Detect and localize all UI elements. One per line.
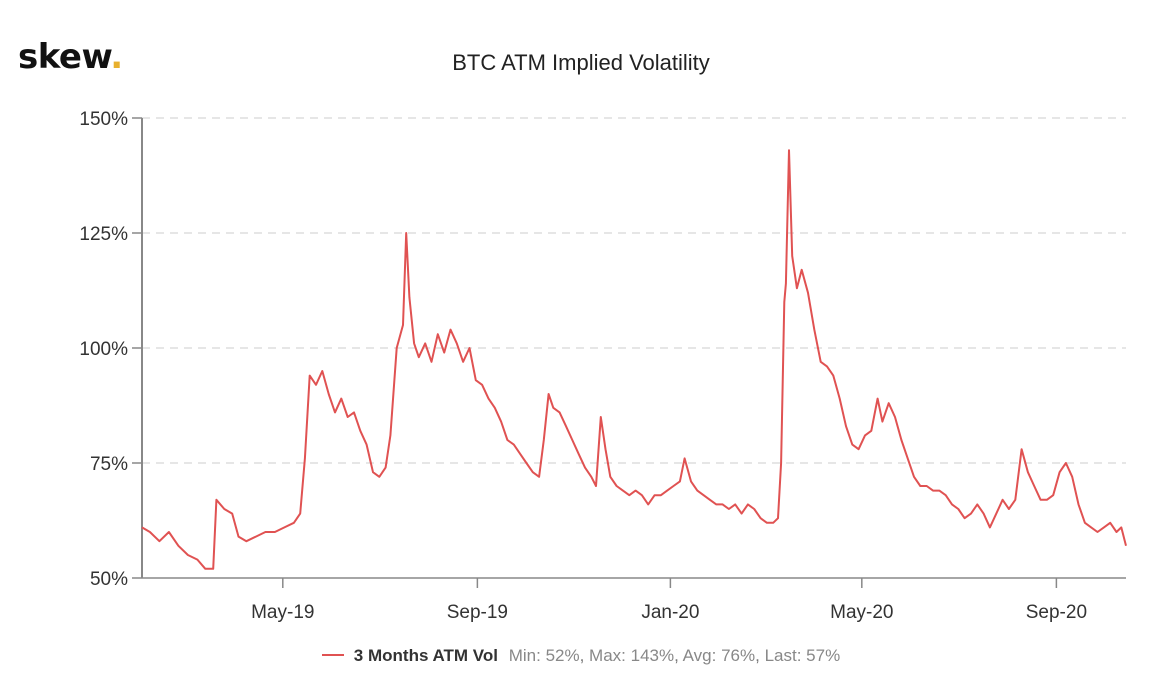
- x-tick-label: May-20: [830, 602, 893, 623]
- logo-dot: .: [110, 37, 123, 77]
- x-tick-label: Sep-20: [1026, 602, 1087, 623]
- y-tick-label: 125%: [79, 224, 128, 245]
- legend-last-value: 57%: [806, 646, 841, 665]
- series-line-3m-atm-vol[interactable]: [141, 149, 1127, 570]
- grid-lines: [142, 117, 1126, 464]
- legend-min-label: Min:: [508, 646, 541, 665]
- y-tick-label: 100%: [79, 339, 128, 360]
- y-axis-ticks: 50% 75% 100% 125% 150%: [79, 109, 142, 590]
- x-tick-label: May-19: [251, 602, 314, 623]
- x-tick-label: Sep-19: [447, 602, 508, 623]
- legend-swatch: [321, 653, 344, 656]
- y-tick-label: 75%: [90, 454, 128, 475]
- legend-max-label: Max:: [589, 646, 626, 665]
- logo-text: skew: [18, 37, 111, 77]
- chart-legend[interactable]: 3 Months ATM Vol Min: 52%, Max: 143%, Av…: [0, 646, 1162, 666]
- skew-logo: skew.: [18, 40, 123, 74]
- legend-min-value: 52%: [545, 646, 580, 665]
- legend-last-label: Last:: [764, 646, 802, 665]
- legend-max-value: 143%: [630, 646, 675, 665]
- y-tick-label: 50%: [90, 569, 128, 590]
- chart-title: BTC ATM Implied Volatility: [452, 50, 710, 75]
- x-axis-ticks: May-19 Sep-19 Jan-20 May-20 Sep-20: [251, 578, 1087, 623]
- legend-avg-label: Avg:: [682, 646, 717, 665]
- legend-series-name: 3 Months ATM Vol: [353, 646, 498, 665]
- legend-avg-value: 76%: [721, 646, 756, 665]
- x-tick-label: Jan-20: [641, 602, 699, 623]
- y-tick-label: 150%: [79, 109, 128, 130]
